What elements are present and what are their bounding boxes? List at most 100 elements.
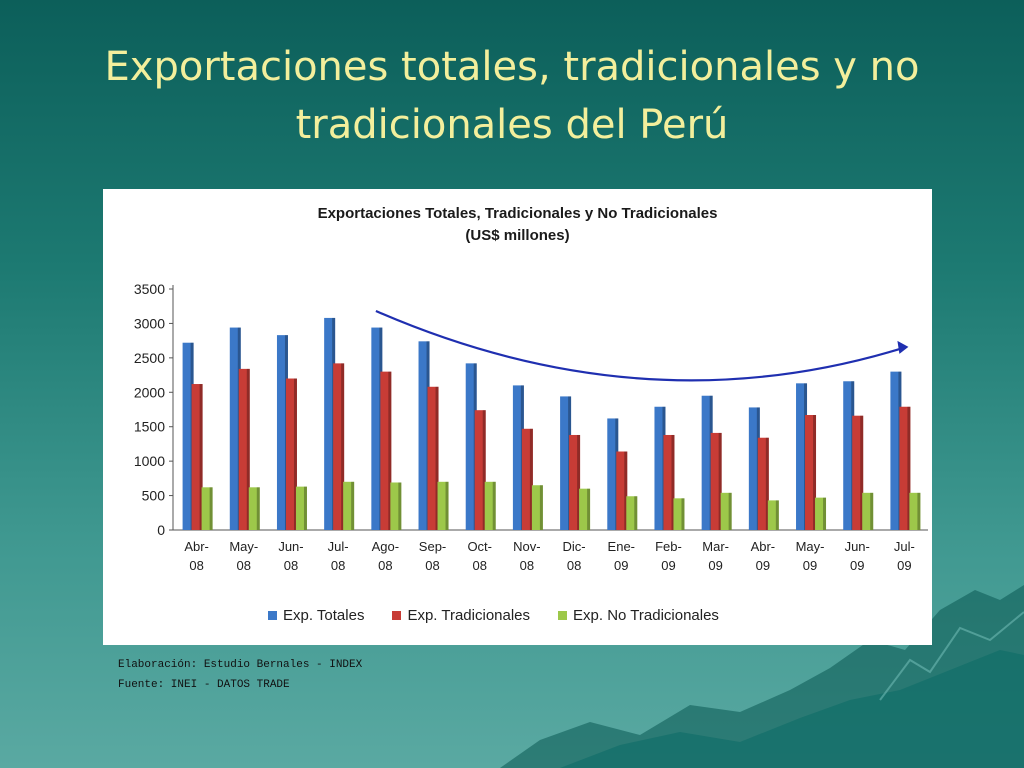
- slide-title-line1: Exportaciones totales, tradicionales y n…: [104, 44, 920, 90]
- bar-shade-1-12: [765, 437, 769, 530]
- x-tick-label-month: Jul-: [894, 539, 915, 554]
- bar-1-9: [616, 451, 628, 530]
- bar-shade-1-14: [860, 415, 864, 530]
- bar-2-9: [626, 496, 638, 530]
- bar-shade-2-2: [303, 486, 307, 530]
- bar-0-15: [890, 371, 902, 530]
- bar-1-15: [899, 406, 911, 530]
- bar-shade-1-3: [341, 363, 345, 530]
- bar-shade-1-6: [482, 410, 486, 530]
- x-tick-label-month: Dic-: [563, 539, 586, 554]
- x-tick-label-year: 08: [472, 558, 486, 573]
- bar-shade-1-2: [293, 378, 297, 530]
- bar-shade-1-15: [907, 406, 911, 530]
- x-tick-label-year: 09: [614, 558, 628, 573]
- x-tick-label-month: Nov-: [513, 539, 540, 554]
- x-tick-label-month: Ago-: [372, 539, 399, 554]
- bar-chart: 0 500 1000 1500 2000 2500 3000 3500 Abr- 08 May- 08…: [134, 281, 928, 573]
- bar-0-13: [796, 383, 808, 530]
- x-tick-label-year: 09: [803, 558, 817, 573]
- y-tick-label: 500: [142, 488, 166, 504]
- bar-0-6: [465, 363, 477, 530]
- bar-shade-2-0: [209, 487, 213, 530]
- trend-arrow-head: [897, 340, 909, 354]
- x-tick-label-year: 08: [567, 558, 581, 573]
- bar-1-3: [333, 363, 345, 530]
- bar-1-8: [569, 434, 581, 530]
- legend-swatch-no-tradicionales: [558, 611, 568, 620]
- x-tick-label-year: 09: [661, 558, 675, 573]
- bar-shade-2-7: [539, 485, 543, 530]
- bar-0-7: [512, 385, 524, 530]
- bar-2-6: [484, 481, 496, 530]
- bar-0-5: [418, 341, 430, 530]
- x-tick-label-month: Oct-: [467, 539, 492, 554]
- source-line-2: Fuente: INEI - DATOS TRADE: [118, 679, 290, 691]
- x-tick-label-month: Abr-: [184, 539, 209, 554]
- bar-shade-2-4: [398, 482, 402, 530]
- chart-subtitle: (US$ millones): [465, 227, 570, 244]
- x-tick-label-year: 08: [284, 558, 298, 573]
- bar-2-4: [390, 482, 402, 530]
- x-tick-label-year: 08: [331, 558, 345, 573]
- bar-2-15: [909, 492, 921, 530]
- chart-title: Exportaciones Totales, Tradicionales y N…: [317, 205, 718, 222]
- bar-2-13: [815, 497, 827, 530]
- bar-shade-2-3: [351, 481, 355, 530]
- bar-shade-1-5: [435, 386, 439, 530]
- bar-shade-2-5: [445, 481, 449, 530]
- x-tick-label-month: Mar-: [702, 539, 729, 554]
- bar-shade-2-8: [587, 488, 591, 530]
- bar-shade-2-12: [775, 500, 779, 530]
- bar-1-1: [238, 368, 250, 530]
- bar-shade-1-9: [624, 451, 628, 530]
- bar-1-0: [191, 384, 203, 530]
- bar-2-1: [248, 487, 260, 530]
- x-tick-label-month: May-: [796, 539, 825, 554]
- legend-label-no-tradicionales: Exp. No Tradicionales: [573, 607, 719, 624]
- chart-legend: Exp. Totales Exp. Tradicionales Exp. No …: [268, 607, 719, 624]
- x-tick-label-year: 08: [237, 558, 251, 573]
- bar-2-8: [579, 488, 591, 530]
- slide-title-line2: tradicionales del Perú: [295, 102, 729, 148]
- y-tick-label: 1000: [134, 453, 165, 469]
- x-tick-label-month: Abr-: [751, 539, 776, 554]
- legend-label-totales: Exp. Totales: [283, 607, 365, 624]
- bar-0-8: [560, 396, 572, 530]
- bar-1-7: [521, 428, 533, 530]
- bar-0-9: [607, 418, 619, 530]
- source-line-1: Elaboración: Estudio Bernales - INDEX: [118, 659, 363, 671]
- bar-0-3: [324, 317, 336, 530]
- bar-shade-1-8: [577, 434, 581, 530]
- y-tick-label: 2500: [134, 350, 165, 366]
- x-tick-label-month: Jun-: [278, 539, 303, 554]
- x-tick-label-year: 08: [378, 558, 392, 573]
- y-tick-label: 3500: [134, 281, 165, 297]
- bar-0-1: [229, 327, 241, 530]
- x-tick-label-month: May-: [229, 539, 258, 554]
- x-tick-label-year: 09: [897, 558, 911, 573]
- x-tick-label-year: 08: [189, 558, 203, 573]
- bar-1-13: [805, 415, 817, 530]
- trend-arrow: [375, 310, 905, 382]
- bar-shade-2-6: [492, 481, 496, 530]
- bar-2-14: [862, 492, 874, 530]
- x-tick-label-month: Ene-: [608, 539, 635, 554]
- bar-0-4: [371, 327, 383, 530]
- chart-panel: Exportaciones Totales, Tradicionales y N…: [103, 189, 932, 645]
- x-tick-label-month: Jul-: [328, 539, 349, 554]
- x-tick-label-year: 09: [850, 558, 864, 573]
- bar-shade-2-15: [917, 492, 921, 530]
- bar-0-11: [701, 395, 713, 530]
- bar-2-3: [343, 481, 355, 530]
- bar-shade-1-0: [199, 384, 203, 530]
- y-tick-label: 1500: [134, 419, 165, 435]
- y-tick-label: 3000: [134, 315, 165, 331]
- bar-0-0: [182, 342, 194, 530]
- bar-1-10: [663, 434, 675, 530]
- slide-title: Exportaciones totales, tradicionales y n…: [40, 38, 984, 154]
- bar-1-5: [427, 386, 439, 530]
- bar-shade-1-11: [718, 432, 722, 530]
- bar-0-12: [748, 407, 760, 530]
- legend-swatch-totales: [268, 611, 277, 620]
